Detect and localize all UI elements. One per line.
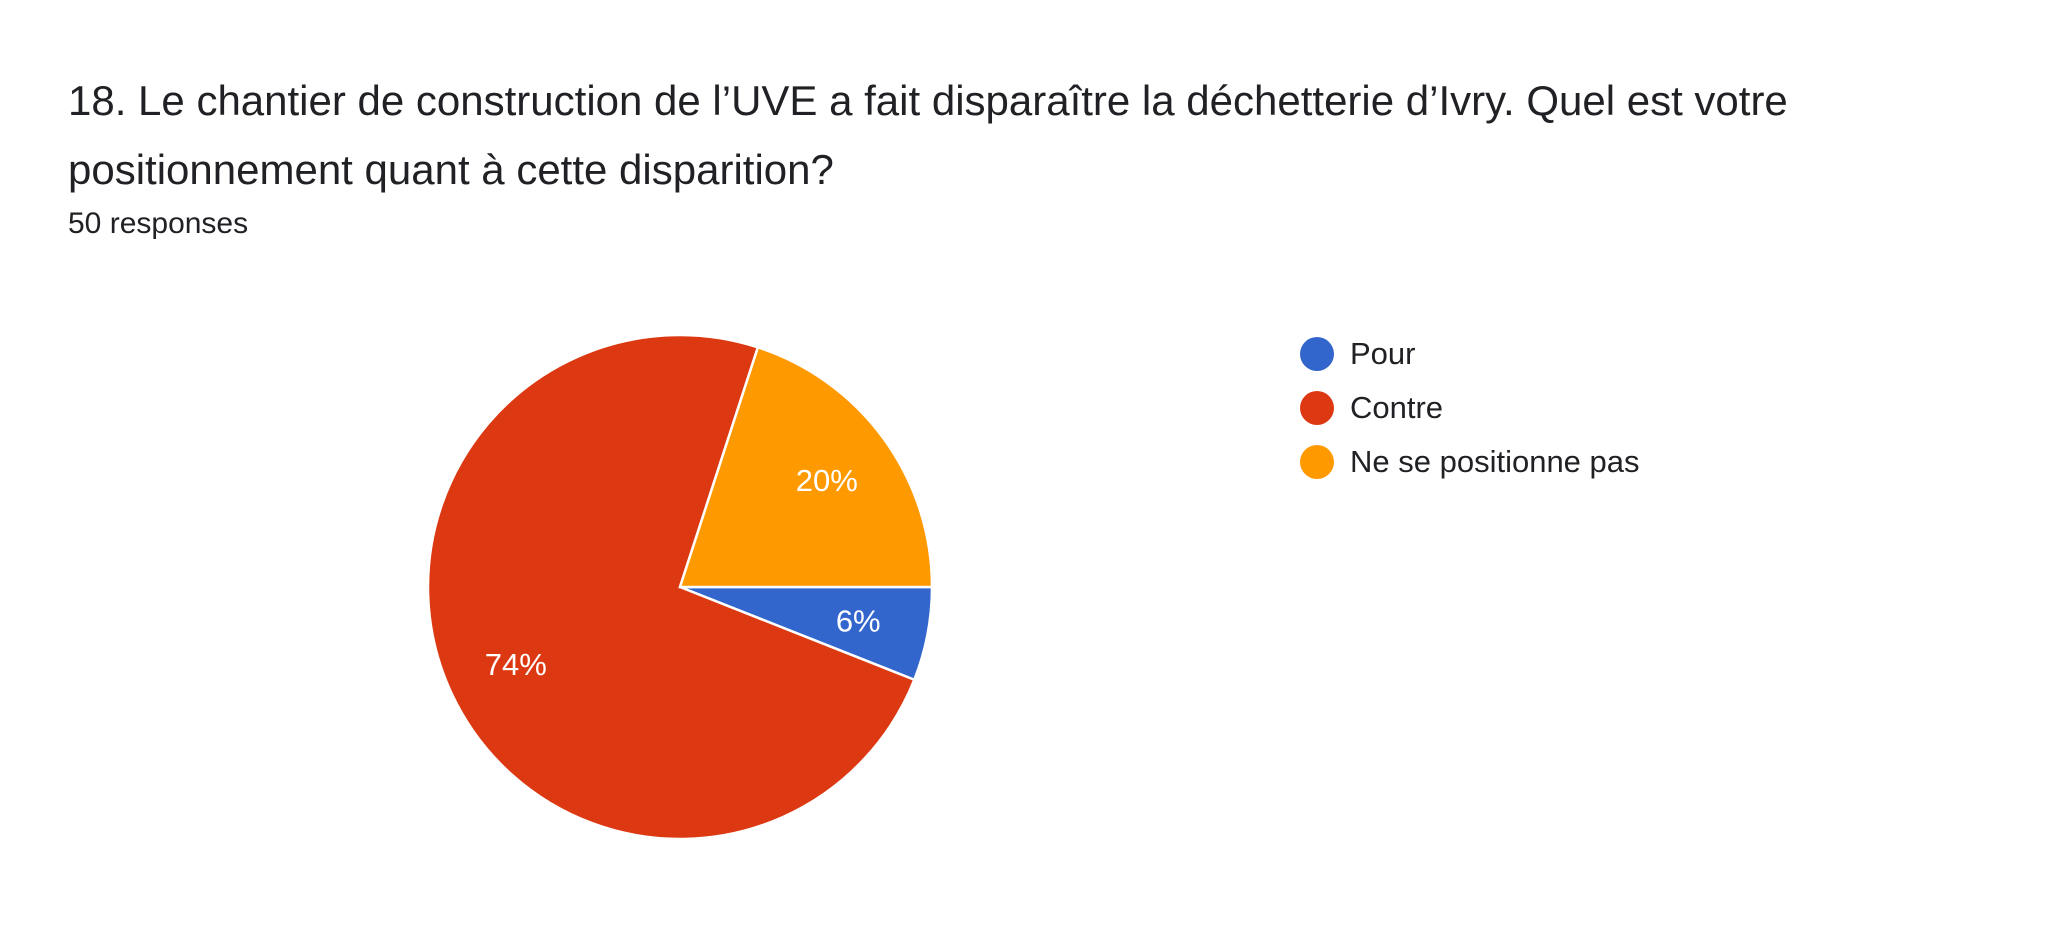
pie-slice-ne-se-positionne-pas[interactable] xyxy=(678,345,934,589)
legend-swatch-pour xyxy=(1300,337,1334,371)
question-title: 18. Le chantier de construction de l’UVE… xyxy=(68,77,1788,193)
legend-item-pour[interactable]: Pour xyxy=(1300,327,1640,381)
legend-swatch-ne-se-positionne-pas xyxy=(1300,445,1334,479)
chart-legend: Pour Contre Ne se positionne pas xyxy=(1300,327,1640,489)
pie-slices xyxy=(426,333,934,841)
response-count: 50 responses xyxy=(68,207,249,240)
pie-slice-labels: 6% 74% 20% xyxy=(485,463,881,682)
legend-item-contre[interactable]: Contre xyxy=(1300,381,1640,435)
legend-label-ne-se-positionne-pas: Ne se positionne pas xyxy=(1350,444,1640,479)
legend-swatch-contre xyxy=(1300,391,1334,425)
legend-label-pour: Pour xyxy=(1350,336,1416,371)
pie-label-contre: 74% xyxy=(485,647,547,682)
pie-label-ne-se-positionne-pas: 20% xyxy=(796,463,858,498)
legend-item-ne-se-positionne-pas[interactable]: Ne se positionne pas xyxy=(1300,435,1640,489)
pie-label-pour: 6% xyxy=(836,603,881,638)
legend-label-contre: Contre xyxy=(1350,390,1444,425)
pie-slice-contre[interactable] xyxy=(426,333,916,841)
